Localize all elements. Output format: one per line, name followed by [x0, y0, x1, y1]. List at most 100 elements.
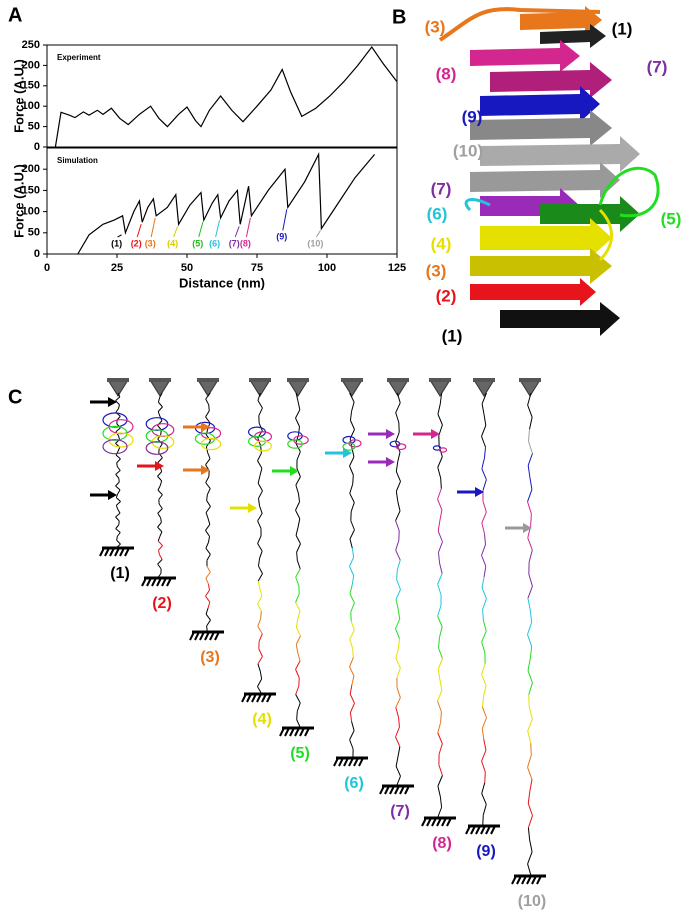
snapshot-label: (5)	[290, 745, 310, 762]
domain-arrow-head	[386, 429, 395, 439]
y-tick-label: 200	[22, 59, 40, 71]
strand	[298, 519, 300, 527]
strand	[208, 536, 209, 542]
strand	[119, 405, 120, 409]
strand	[350, 694, 354, 703]
afm-cantilever	[387, 378, 409, 382]
afm-cantilever	[197, 378, 219, 382]
strand	[438, 499, 442, 510]
strand	[258, 626, 263, 634]
strand	[531, 743, 532, 755]
strand	[158, 546, 162, 551]
strand	[297, 452, 300, 460]
panel-label: B	[392, 6, 406, 28]
strand	[396, 491, 397, 501]
y-tick-label: 100	[22, 206, 40, 218]
strand	[438, 606, 441, 617]
strand	[206, 542, 209, 548]
strand	[158, 412, 160, 417]
annotation-label: (10)	[307, 238, 323, 248]
strand	[206, 596, 210, 602]
afm-tip	[288, 380, 308, 396]
strand	[483, 620, 486, 631]
strand	[528, 598, 530, 610]
panel-label: A	[8, 4, 22, 26]
strand	[529, 683, 533, 695]
domain-arrow-head	[248, 503, 257, 513]
strand	[206, 548, 211, 554]
strand	[482, 783, 485, 794]
strand	[439, 765, 443, 776]
afm-tip	[198, 380, 218, 396]
strand	[528, 490, 532, 502]
strand	[397, 688, 400, 698]
strand	[258, 476, 260, 484]
y-tick-label: 50	[28, 227, 40, 239]
strand	[483, 480, 486, 491]
snapshot-label: (9)	[476, 843, 496, 860]
strand	[482, 664, 486, 675]
strand	[396, 599, 398, 609]
strand	[440, 680, 442, 691]
chart-title: Experiment	[57, 53, 101, 62]
strand	[296, 695, 301, 703]
strand	[296, 686, 299, 694]
strand	[296, 535, 300, 543]
strand	[528, 671, 532, 683]
y-tick-label: 150	[22, 80, 40, 92]
strand	[398, 501, 400, 511]
strand	[350, 539, 352, 548]
annotation-arrow	[174, 226, 178, 237]
strand	[396, 462, 397, 472]
strand	[158, 550, 159, 555]
pulling-snapshot: (2)	[142, 378, 176, 612]
strand	[350, 658, 354, 667]
strand	[438, 722, 441, 733]
strand	[259, 634, 262, 642]
structure-label: (7)	[431, 179, 452, 198]
strand	[352, 676, 354, 685]
strand	[258, 596, 262, 604]
strand	[528, 465, 530, 477]
structure-label: (6)	[427, 204, 448, 223]
strand	[207, 495, 208, 501]
strand	[351, 603, 355, 612]
strand	[528, 804, 532, 816]
panel-label: C	[8, 386, 22, 408]
annotation-arrow	[216, 220, 220, 237]
strand	[160, 481, 161, 486]
strand	[296, 477, 301, 485]
strand	[117, 536, 118, 540]
strand	[207, 501, 211, 507]
annotation-arrow	[283, 209, 287, 230]
strand	[116, 471, 121, 475]
afm-cantilever	[107, 378, 129, 382]
strand	[484, 415, 486, 426]
strand	[158, 564, 161, 569]
afm-tip	[474, 380, 494, 396]
annotation-arrow	[316, 231, 320, 237]
strand	[158, 513, 161, 518]
strand	[258, 453, 262, 461]
annotation-label: (9)	[276, 232, 287, 242]
strand	[396, 737, 400, 747]
strand	[528, 791, 530, 803]
strand	[438, 489, 442, 500]
structure-label: (1)	[442, 326, 463, 345]
strand	[207, 554, 210, 560]
structure-label: (1)	[612, 19, 633, 38]
strand	[440, 510, 442, 521]
strand	[531, 514, 532, 526]
x-tick-label: 25	[111, 262, 123, 274]
strand	[438, 701, 442, 712]
strand	[530, 647, 531, 659]
strand	[397, 580, 401, 590]
x-axis-label: Distance (nm)	[179, 275, 265, 290]
structure-label: (4)	[431, 234, 452, 253]
strand	[528, 864, 532, 876]
strand	[528, 755, 532, 767]
strand	[297, 552, 298, 560]
strand	[158, 560, 163, 565]
strand	[353, 649, 354, 658]
strand	[396, 511, 400, 521]
